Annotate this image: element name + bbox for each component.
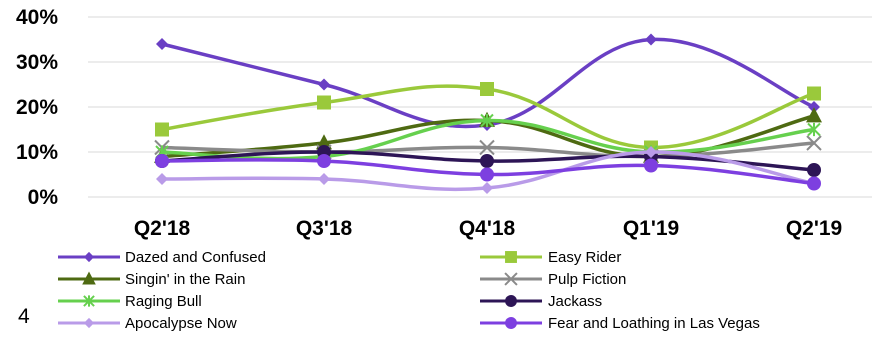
legend-entry: Apocalypse Now <box>58 315 237 332</box>
legend-marker <box>505 317 517 329</box>
legend-marker <box>82 271 96 285</box>
data-point <box>806 107 822 123</box>
data-point <box>480 167 494 182</box>
data-point <box>480 82 494 96</box>
legend-entry: Jackass <box>480 293 602 310</box>
legend-entry: Pulp Fiction <box>480 271 626 288</box>
legend-marker <box>505 295 517 307</box>
data-point <box>479 139 495 156</box>
y-axis-ticks: 0% 10% 20% 30% 40% <box>16 6 58 209</box>
data-point <box>481 182 493 194</box>
data-point <box>645 33 657 46</box>
x-tick-label: Q2'18 <box>134 217 191 240</box>
legend-marker <box>83 317 95 329</box>
legend-label: Fear and Loathing in Las Vegas <box>548 315 760 332</box>
data-point <box>316 134 332 150</box>
legend-entry: Dazed and Confused <box>58 249 266 266</box>
x-tick-label: Q2'19 <box>786 217 842 240</box>
data-point <box>156 38 168 50</box>
legend-label: Singin' in the Rain <box>125 271 245 288</box>
data-point <box>155 122 169 137</box>
x-tick-label: Q1'19 <box>623 217 679 240</box>
data-point <box>317 95 331 110</box>
data-point <box>807 163 821 177</box>
x-tick-label: Q4'18 <box>459 217 516 240</box>
y-tick-label: 0% <box>28 186 59 209</box>
legend-label: Easy Rider <box>548 249 621 266</box>
legend-entry: Fear and Loathing in Las Vegas <box>480 315 760 332</box>
data-point <box>807 176 821 191</box>
legend-label: Pulp Fiction <box>548 271 626 288</box>
x-tick-label: Q3'18 <box>296 217 353 240</box>
legend-entry: Easy Rider <box>480 249 621 266</box>
series-fear-and-loathing-in-las-vegas <box>155 154 821 191</box>
y-tick-label: 10% <box>16 141 58 164</box>
data-point <box>155 154 169 168</box>
y-tick-label: 40% <box>16 6 58 29</box>
data-point <box>480 113 494 128</box>
data-point <box>645 146 657 158</box>
gridlines <box>88 16 872 198</box>
legend-entry: Singin' in the Rain <box>58 271 245 288</box>
y-tick-label: 30% <box>16 51 58 74</box>
legend-label: Raging Bull <box>125 293 202 310</box>
legend: Dazed and Confused Easy Rider Singin' in t… <box>58 249 760 332</box>
legend-label: Jackass <box>548 293 602 310</box>
data-point <box>480 154 494 168</box>
legend-marker <box>505 251 517 263</box>
data-point <box>808 101 820 113</box>
legend-label: Dazed and Confused <box>125 249 266 266</box>
data-point <box>806 135 822 151</box>
data-point <box>156 173 168 185</box>
data-point <box>807 86 821 101</box>
data-point <box>318 173 330 185</box>
legend-label: Apocalypse Now <box>125 315 237 332</box>
legend-marker <box>83 251 95 263</box>
legend-entry: Raging Bull <box>58 293 202 310</box>
page-number: 4 <box>18 305 30 328</box>
legend-marker <box>504 272 518 286</box>
data-point <box>807 122 821 137</box>
data-point <box>644 158 658 173</box>
y-tick-label: 20% <box>16 96 58 119</box>
data-point <box>318 78 330 91</box>
series-lines <box>154 33 822 194</box>
x-axis-ticks: Q2'18 Q3'18 Q4'18 Q1'19 Q2'19 <box>134 217 842 240</box>
legend-marker <box>83 295 95 307</box>
data-point <box>317 154 331 168</box>
